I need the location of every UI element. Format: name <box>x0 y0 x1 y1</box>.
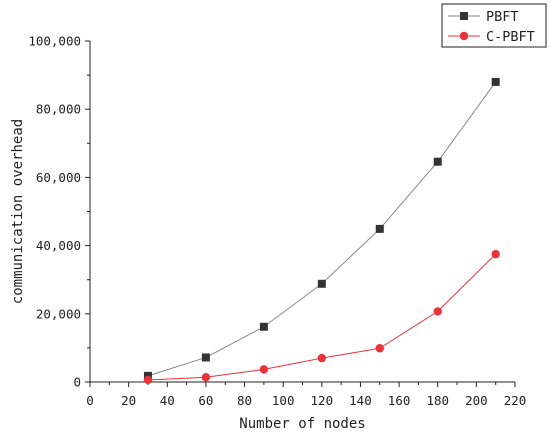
x-tick-label: 200 <box>465 393 488 408</box>
y-ticks: 0 20,000 40,000 60,000 80,000 100,000 <box>28 34 90 390</box>
data-point <box>375 224 384 233</box>
y-axis-title: communication overhead <box>10 119 26 304</box>
y-tick-label: 60,000 <box>36 170 81 185</box>
x-tick-label: 20 <box>121 393 136 408</box>
data-point <box>201 373 211 382</box>
x-tick-label: 180 <box>426 393 449 408</box>
x-tick-label: 0 <box>86 393 94 408</box>
data-point <box>491 77 500 86</box>
x-tick-label: 100 <box>272 393 295 408</box>
legend-marker <box>459 31 469 41</box>
x-tick-label: 60 <box>198 393 213 408</box>
data-point <box>201 353 210 362</box>
data-point <box>433 307 442 316</box>
data-point <box>433 157 442 166</box>
series-c-pbft <box>143 249 500 385</box>
y-tick-label: 100,000 <box>28 34 81 49</box>
x-tick-label: 120 <box>311 393 334 408</box>
data-point <box>259 322 268 331</box>
x-tick-label: 40 <box>160 393 175 408</box>
x-tick-label: 160 <box>388 393 411 408</box>
legend-label: PBFT <box>486 9 519 25</box>
axes <box>89 41 515 383</box>
y-tick-label: 20,000 <box>36 306 81 321</box>
x-ticks: 0 20 40 60 80 100 120 140 160 180 200 220 <box>86 382 526 408</box>
series-pbft <box>143 77 500 380</box>
legend-box <box>441 3 547 48</box>
y-tick-label: 80,000 <box>36 102 81 117</box>
legend-item-c-pbft: C-PBFT <box>448 29 535 45</box>
x-tick-label: 140 <box>349 393 372 408</box>
legend-item-pbft: PBFT <box>448 9 519 25</box>
series-layer <box>143 77 500 385</box>
x-tick-label: 220 <box>504 393 527 408</box>
series-line <box>147 81 497 377</box>
data-point <box>375 344 384 353</box>
x-tick-label: 80 <box>237 393 252 408</box>
data-point <box>259 365 269 374</box>
y-tick-label: 40,000 <box>36 238 81 253</box>
x-axis-title: Number of nodes <box>239 416 365 432</box>
data-point <box>317 353 327 363</box>
y-tick-label: 0 <box>73 375 81 390</box>
data-point <box>143 375 153 385</box>
legend-label: C-PBFT <box>486 29 535 45</box>
legend: PBFT C-PBFT <box>441 3 547 48</box>
legend-marker <box>460 12 468 20</box>
data-point <box>317 279 326 288</box>
data-point <box>491 249 500 259</box>
